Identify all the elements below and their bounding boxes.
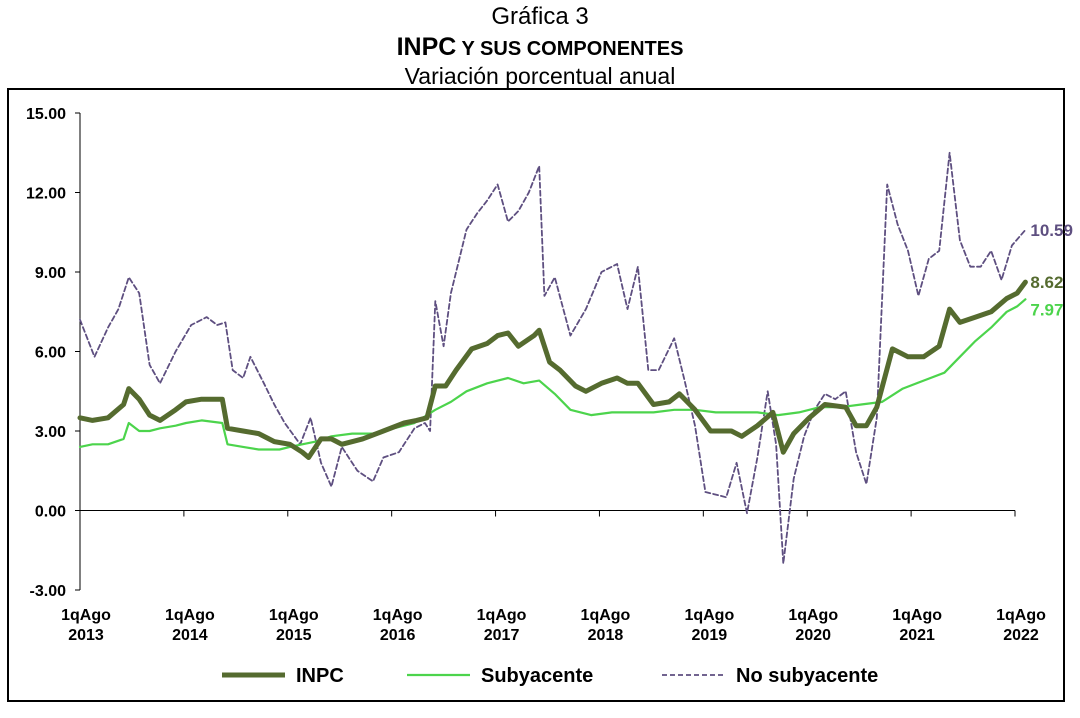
x-tick-label-year: 2014 xyxy=(172,627,208,644)
x-tick-label-year: 2021 xyxy=(899,627,935,644)
x-tick-label-quarter: 1qAgo xyxy=(269,607,319,624)
chart-frame xyxy=(7,88,1065,702)
chart-series xyxy=(77,151,1028,565)
x-tick-label-quarter: 1qAgo xyxy=(788,607,838,624)
y-tick-label: 9.00 xyxy=(35,265,66,282)
x-tick-label-quarter: 1qAgo xyxy=(165,607,215,624)
x-tick-label-year: 2013 xyxy=(68,627,104,644)
y-tick-label: 6.00 xyxy=(35,345,66,362)
chart-title-main: INPC xyxy=(396,33,457,61)
chart-labels: 10.59 8.62 7.97 xyxy=(1030,221,1073,319)
legend-item-no-subyacente: No subyacente xyxy=(662,665,878,687)
x-tick-label-quarter: 1qAgo xyxy=(684,607,734,624)
x-tick-label-year: 2019 xyxy=(692,627,728,644)
end-label-subyacente: 7.97 xyxy=(1030,300,1063,319)
legend-label: Subyacente xyxy=(481,665,593,687)
figure-label: Gráfica 3 xyxy=(491,3,589,30)
no-subyacente-line xyxy=(79,151,1027,565)
x-tick-label-year: 2015 xyxy=(276,627,312,644)
y-tick-label: 0.00 xyxy=(35,504,66,521)
y-tick-label: -3.00 xyxy=(30,583,67,600)
x-tick-label-quarter: 1qAgo xyxy=(892,607,942,624)
x-tick-label-year: 2020 xyxy=(795,627,831,644)
x-tick-label-quarter: 1qAgo xyxy=(996,607,1046,624)
chart-title-rest: Y SUS COMPONENTES xyxy=(456,38,684,60)
chart-legend: INPC Subyacente No subyacente xyxy=(222,665,878,687)
y-tick-label: 12.00 xyxy=(26,186,66,203)
legend-label: INPC xyxy=(296,665,344,687)
end-label-no-subyacente: 10.59 xyxy=(1030,221,1073,240)
inpc-line xyxy=(77,279,1028,460)
y-tick-label: 15.00 xyxy=(26,106,66,123)
end-label-inpc: 8.62 xyxy=(1030,273,1063,292)
subyacente-line xyxy=(78,298,1027,451)
x-tick-label-year: 2016 xyxy=(380,627,416,644)
chart-title: INPC Y SUS COMPONENTES xyxy=(0,33,1080,63)
x-tick-label-quarter: 1qAgo xyxy=(373,607,423,624)
y-tick-label: 3.00 xyxy=(35,424,66,441)
x-tick-label-year: 2018 xyxy=(588,627,624,644)
x-tick-label-quarter: 1qAgo xyxy=(477,607,527,624)
legend-item-inpc: INPC xyxy=(222,665,344,687)
x-tick-label-year: 2022 xyxy=(1003,627,1039,644)
x-tick-label-quarter: 1qAgo xyxy=(61,607,111,624)
chart-subtitle: Variación porcentual anual xyxy=(404,63,676,89)
x-tick-label-year: 2017 xyxy=(484,627,520,644)
chart-axes: 15.00 12.00 9.00 6.00 3.00 0.00 -3.00 1qAgo 2013… xyxy=(26,106,1046,644)
legend-label: No subyacente xyxy=(736,665,878,687)
x-tick-label-quarter: 1qAgo xyxy=(581,607,631,624)
legend-item-subyacente: Subyacente xyxy=(407,665,593,687)
